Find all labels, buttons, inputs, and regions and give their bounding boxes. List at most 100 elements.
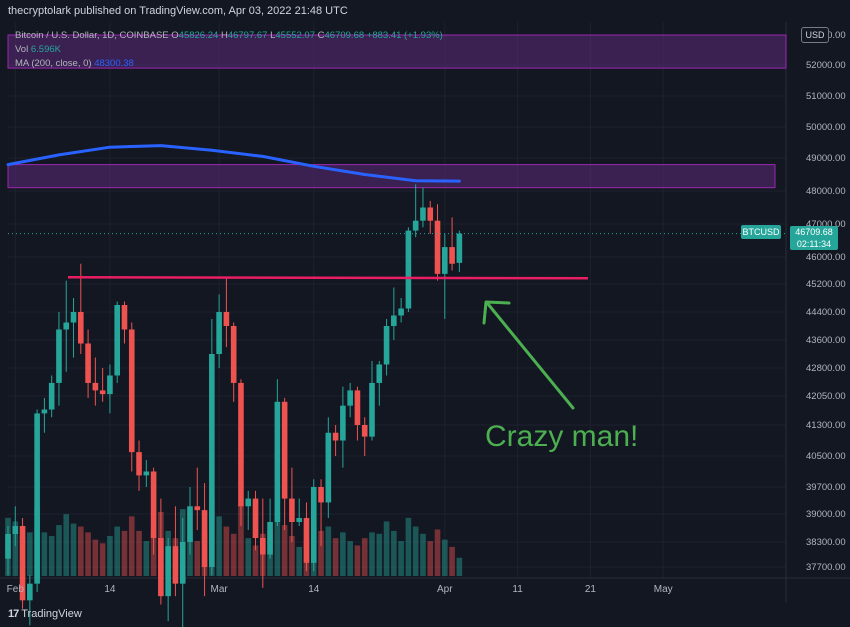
volume-bar — [340, 532, 346, 576]
volume-bar — [449, 546, 455, 576]
candle-body — [427, 207, 434, 221]
ma-200-line — [6, 144, 461, 183]
volume-bar — [405, 517, 412, 576]
candle-body — [230, 326, 237, 383]
candle-body — [456, 233, 463, 263]
close-value: 46709.68 — [324, 30, 365, 41]
tradingview-logo[interactable]: 17 TradingView — [8, 608, 82, 620]
candle-body — [252, 498, 259, 538]
candle-body — [194, 506, 201, 511]
volume-bar — [194, 541, 201, 576]
x-tick-label: Feb — [7, 584, 25, 595]
candle-body — [107, 375, 113, 395]
volume-bar — [427, 541, 434, 576]
volume-bar — [274, 512, 281, 576]
publisher-line: thecryptolark published on TradingView.c… — [8, 5, 348, 17]
candle-body — [34, 413, 40, 584]
change-value: +883.41 (+1.93%) — [366, 30, 443, 41]
volume-bar — [245, 538, 252, 576]
volume-bar — [383, 521, 390, 576]
volume-bar — [456, 557, 463, 576]
volume-bar — [442, 539, 448, 576]
volume-bar — [99, 543, 106, 576]
volume-bar — [121, 530, 128, 576]
volume-bar — [318, 530, 324, 576]
footer: 17 TradingView — [0, 603, 850, 627]
y-tick-label: 48000.00 — [806, 186, 846, 197]
resistance-zone-1 — [7, 164, 776, 189]
x-tick-label: Mar — [211, 584, 229, 595]
low-value: 45552.07 — [275, 30, 315, 41]
y-tick-label: 37700.00 — [806, 562, 846, 573]
open-value: 45826.24 — [178, 30, 219, 41]
candle-body — [289, 498, 295, 522]
volume-bar — [230, 533, 237, 576]
candle-body — [19, 526, 26, 601]
x-tick-label: 14 — [104, 584, 116, 595]
volume-bar — [48, 536, 55, 576]
x-tick-label: 21 — [585, 584, 597, 595]
volume-bar — [252, 545, 259, 576]
candle-body — [158, 538, 164, 597]
volume-bar — [41, 532, 48, 576]
y-tick-label: 42800.00 — [806, 363, 846, 374]
volume-bar — [332, 538, 339, 576]
x-tick-label: 14 — [308, 584, 320, 595]
candle-body — [48, 382, 55, 410]
y-tick-label: 42050.00 — [806, 391, 846, 402]
volume-bar — [85, 532, 91, 576]
y-tick-label: 49000.00 — [806, 153, 846, 164]
close-label: C — [317, 30, 325, 41]
candle-body — [449, 247, 455, 264]
ma-label[interactable]: MA (200, close, 0) — [15, 58, 92, 69]
candle-body — [383, 326, 390, 365]
volume-bar — [412, 526, 419, 576]
candle-body — [420, 207, 426, 221]
candle-body — [85, 343, 91, 383]
candle-body — [209, 354, 215, 567]
currency-button[interactable]: USD — [801, 27, 829, 43]
candle-body — [12, 526, 19, 534]
volume-bar — [369, 532, 375, 576]
symbol-line[interactable]: Bitcoin / U.S. Dollar, 1D, COINBASE — [15, 30, 169, 41]
volume-bar — [143, 541, 150, 576]
tradingview-logo-text: TradingView — [21, 608, 82, 620]
candle-body — [56, 329, 62, 383]
candle-body — [405, 230, 412, 309]
y-tick-label: 52000.00 — [806, 60, 846, 71]
candle-body — [361, 425, 368, 437]
y-tick-label: 43600.00 — [806, 335, 846, 346]
bar-countdown: 02:11:34 — [796, 239, 832, 249]
volume-bar — [78, 526, 84, 576]
candle-body — [201, 510, 208, 567]
candle-body — [99, 390, 106, 395]
candle-body — [187, 506, 193, 542]
volume-bar — [376, 533, 383, 576]
y-tick-label: 51000.00 — [806, 91, 846, 102]
open-label: O — [171, 30, 179, 41]
ma-value: 48300.38 — [94, 58, 134, 69]
volume-bar — [289, 536, 295, 576]
volume-bar — [56, 525, 62, 576]
candle-body — [245, 498, 252, 507]
candle-body — [27, 583, 33, 601]
volume-bar — [70, 523, 77, 576]
volume-bar — [281, 525, 288, 576]
volume-bar — [136, 530, 142, 576]
candle-body — [78, 312, 84, 344]
y-tick-label: 50000.00 — [806, 122, 846, 133]
volume-label[interactable]: Vol — [15, 44, 29, 55]
top-bar: thecryptolark published on TradingView.c… — [0, 0, 850, 22]
volume-bar — [128, 516, 135, 576]
volume-bar — [354, 545, 361, 576]
y-tick-label: 39000.00 — [806, 509, 846, 520]
volume-value: 6.596K — [30, 44, 61, 55]
symbol-legend-row: Bitcoin / U.S. Dollar, 1D, COINBASE O458… — [15, 29, 443, 43]
candle-body — [391, 315, 397, 326]
annotation-arrow-shaft — [486, 302, 575, 410]
candle-body — [223, 312, 230, 326]
volume-bar — [216, 516, 222, 576]
high-label: H — [220, 30, 228, 41]
candle-body — [114, 305, 120, 376]
